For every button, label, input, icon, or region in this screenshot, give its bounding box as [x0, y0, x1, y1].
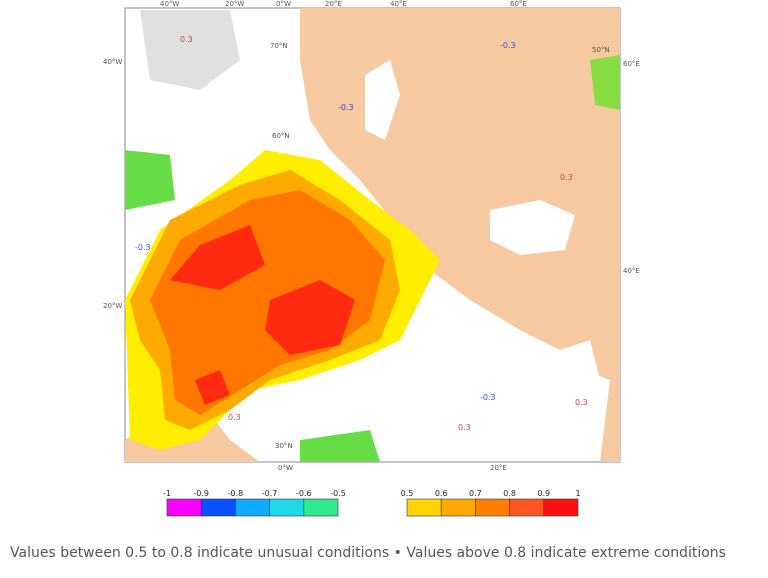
colorbar-segment [509, 498, 545, 517]
graticule-label: 60°N [272, 132, 290, 140]
colorbar-segment [269, 498, 305, 517]
colorbar-label: 0.5 [401, 489, 414, 498]
land [125, 8, 620, 462]
contour-label: 0.3 [560, 173, 573, 182]
graticule-label: 0°W [278, 464, 293, 472]
contour-label: 0.3 [228, 413, 241, 422]
colorbar-segment [200, 498, 236, 517]
contour-label: 0.3 [575, 398, 588, 407]
colorbar-label: -0.8 [228, 489, 244, 498]
contour-label: -0.3 [338, 103, 354, 112]
legends: -1 -0.9 -0.8 -0.7 -0.6 -0.5 0.5 0.6 0.7 0.8 0.9 1 [163, 489, 581, 517]
sea-baltic [365, 60, 400, 140]
neg-area [590, 55, 620, 110]
graticule-label: 40°W [103, 58, 122, 66]
colorbar-segment [303, 498, 339, 517]
neg-area [125, 150, 175, 210]
anomaly-10 [170, 225, 355, 405]
graticule-label: 20°W [103, 302, 122, 310]
greenland [140, 10, 240, 90]
colorbar-label: -0.7 [262, 489, 278, 498]
colorbar-segment [543, 498, 579, 517]
colorbar-label: 0.6 [435, 489, 448, 498]
colorbar-segment [475, 498, 510, 517]
contour-label: -0.3 [500, 41, 516, 50]
contour-label: -0.3 [135, 243, 151, 252]
contour-label: 0.3 [458, 423, 471, 432]
colorbar-label: 0.9 [537, 489, 550, 498]
graticule-label: 30°N [275, 442, 293, 450]
graticule-label: 70°N [270, 42, 288, 50]
colorbar-label: 1 [575, 489, 580, 498]
colorbar-label: -0.5 [330, 489, 346, 498]
contour-label: -0.3 [480, 393, 496, 402]
graticule-label: 40°E [390, 0, 407, 8]
graticule-label: 20°W [225, 0, 244, 8]
colorbar-segment [406, 498, 442, 517]
colorbar-label: -0.6 [296, 489, 312, 498]
colorbar-label: -1 [163, 489, 171, 498]
colorbar-label: -0.9 [193, 489, 209, 498]
sea-med [420, 330, 600, 420]
contour-label: 0.3 [180, 35, 193, 44]
colorbar-label: 0.7 [469, 489, 482, 498]
colorbar-segment [235, 498, 270, 517]
graticule-label: 40°W [160, 0, 179, 8]
graticule-label: 20°E [490, 464, 507, 472]
graticule-label: 20°E [325, 0, 342, 8]
graticule-label: 40°E [623, 267, 640, 275]
caption: Values between 0.5 to 0.8 indicate unusu… [10, 545, 726, 561]
colorbar-segment [166, 498, 202, 517]
graticule-label: 60°E [510, 0, 527, 8]
graticule-label: 0°W [276, 0, 291, 8]
neg-area [300, 430, 380, 462]
sea-black [490, 200, 575, 255]
graticule-label: 50°N [592, 46, 610, 54]
map: 40°W 20°W 0°W 20°E 40°E 60°E 70°N 60°N 5… [103, 0, 640, 472]
graticule-label: 60°E [623, 60, 640, 68]
colorbar-segment [440, 498, 476, 517]
colorbar-label: 0.8 [503, 489, 516, 498]
